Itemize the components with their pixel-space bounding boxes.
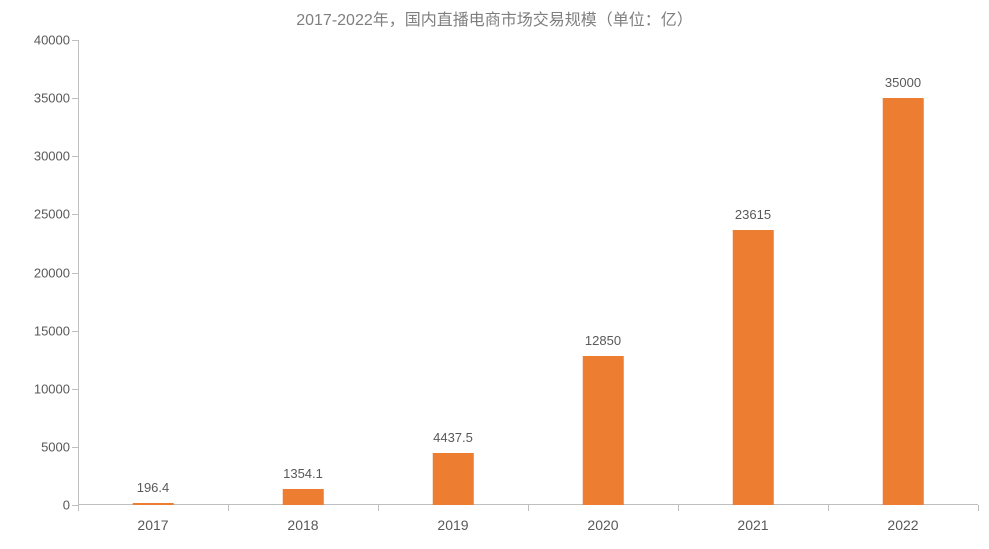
y-tick — [72, 214, 78, 215]
x-tick-label: 2017 — [137, 517, 168, 533]
bar — [433, 453, 474, 505]
bar — [883, 98, 924, 505]
y-tick — [72, 156, 78, 157]
y-tick — [72, 389, 78, 390]
y-tick-label: 10000 — [20, 381, 70, 396]
x-tick-label: 2019 — [437, 517, 468, 533]
bar — [133, 503, 174, 505]
x-tick — [678, 505, 679, 511]
x-tick-label: 2021 — [737, 517, 768, 533]
y-tick — [72, 40, 78, 41]
y-tick — [72, 447, 78, 448]
x-tick-label: 2018 — [287, 517, 318, 533]
y-tick-label: 15000 — [20, 323, 70, 338]
bar — [733, 230, 774, 505]
x-tick-label: 2022 — [887, 517, 918, 533]
y-tick-label: 25000 — [20, 207, 70, 222]
x-tick-label: 2020 — [587, 517, 618, 533]
x-tick — [828, 505, 829, 511]
y-tick-label: 40000 — [20, 33, 70, 48]
y-tick-label: 5000 — [20, 439, 70, 454]
x-tick — [228, 505, 229, 511]
bar-value-label: 196.4 — [137, 480, 170, 495]
bar — [283, 489, 324, 505]
y-tick — [72, 273, 78, 274]
y-axis — [78, 40, 79, 505]
bar-value-label: 12850 — [585, 333, 621, 348]
x-tick — [528, 505, 529, 511]
y-tick — [72, 98, 78, 99]
bar-value-label: 35000 — [885, 75, 921, 90]
bar-value-label: 4437.5 — [433, 430, 473, 445]
y-tick-label: 35000 — [20, 91, 70, 106]
y-tick-label: 30000 — [20, 149, 70, 164]
bar-value-label: 23615 — [735, 207, 771, 222]
bar-value-label: 1354.1 — [283, 466, 323, 481]
x-tick — [978, 505, 979, 511]
y-tick-label: 0 — [20, 498, 70, 513]
y-tick-label: 20000 — [20, 265, 70, 280]
chart-title: 2017-2022年，国内直播电商市场交易规模（单位：亿） — [0, 6, 989, 30]
y-tick — [72, 331, 78, 332]
bar — [583, 356, 624, 505]
x-tick — [378, 505, 379, 511]
plot-area: 0500010000150002000025000300003500040000… — [78, 40, 978, 505]
x-tick — [78, 505, 79, 511]
chart-container: 2017-2022年，国内直播电商市场交易规模（单位：亿） 0500010000… — [0, 0, 989, 549]
